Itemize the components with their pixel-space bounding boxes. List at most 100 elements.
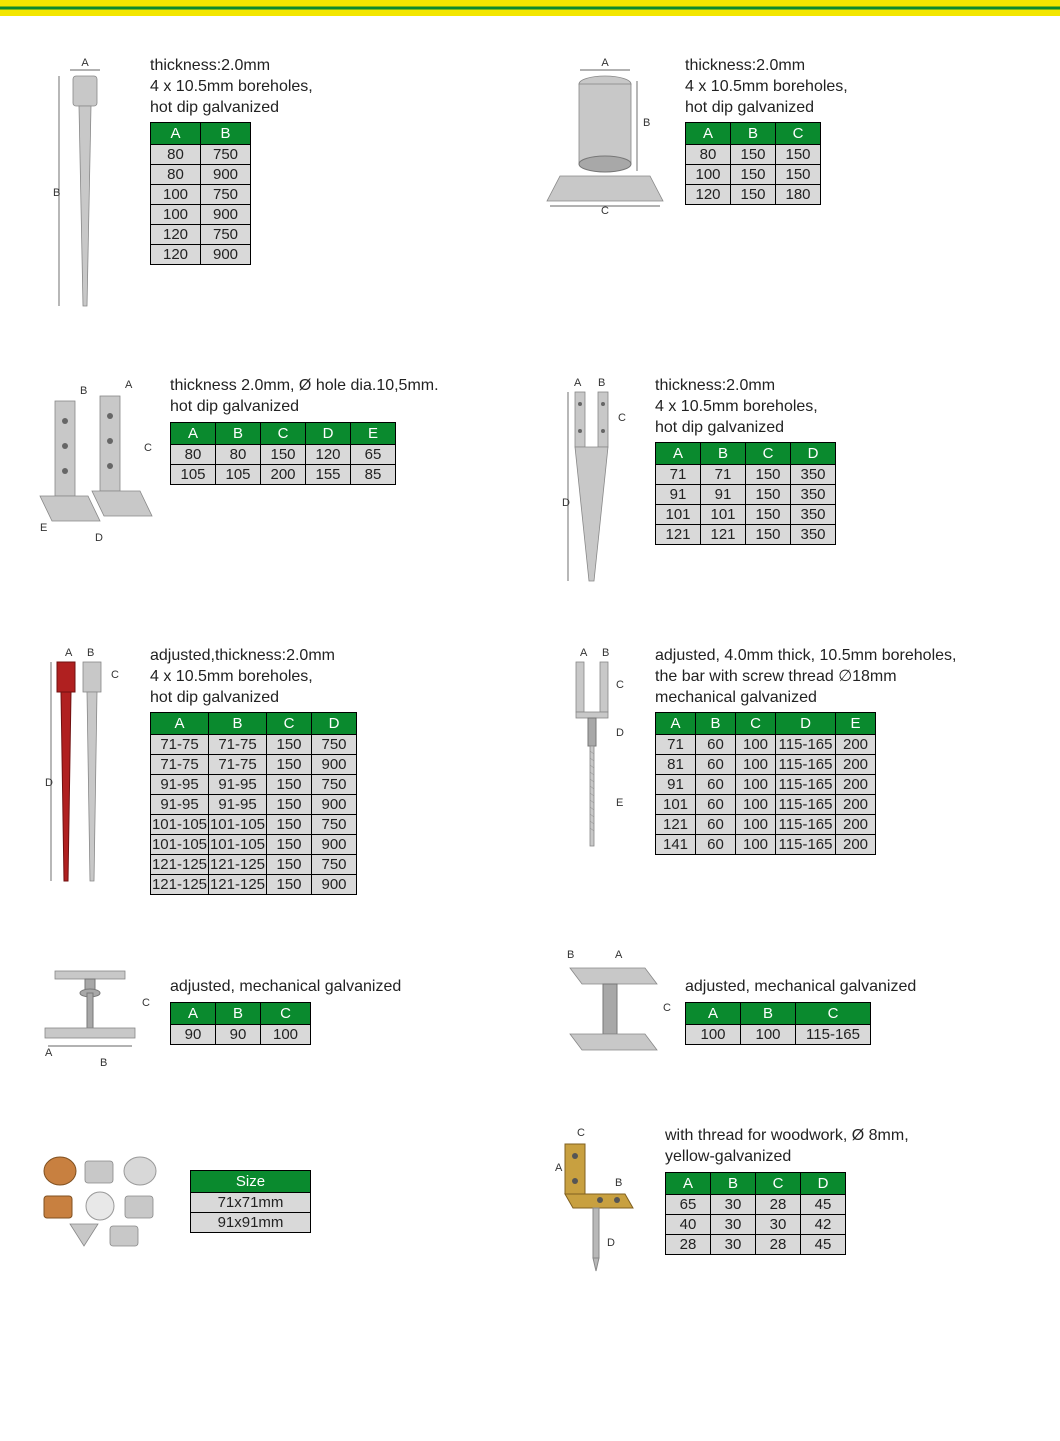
table-row: 65302845 — [666, 1194, 846, 1214]
product-diagram-adjust-plate-2: BA C — [545, 946, 675, 1076]
table-cell: 350 — [791, 485, 836, 505]
product-content: adjusted,thickness:2.0mm4 x 10.5mm boreh… — [150, 646, 515, 895]
table-header: A — [151, 713, 209, 735]
table-cell: 141 — [656, 835, 696, 855]
table-header: B — [216, 422, 261, 444]
table-header: A — [656, 713, 696, 735]
table-cell: 65 — [666, 1194, 711, 1214]
table-cell: 350 — [791, 465, 836, 485]
product-item: A B thickness:2.0mm4 x 10.5mm boreholes,… — [30, 56, 515, 326]
table-cell: 155 — [306, 464, 351, 484]
table-row: 808015012065 — [171, 444, 396, 464]
svg-text:D: D — [562, 497, 570, 509]
table-cell: 150 — [267, 835, 312, 855]
table-header: D — [776, 713, 836, 735]
table-cell: 80 — [151, 145, 201, 165]
table-cell: 900 — [201, 165, 251, 185]
table-row: 120900 — [151, 245, 251, 265]
table-cell: 101-105 — [209, 815, 267, 835]
svg-text:A: A — [81, 57, 89, 69]
svg-text:B: B — [100, 1057, 107, 1069]
table-cell: 900 — [201, 205, 251, 225]
table-header: A — [686, 123, 731, 145]
table-cell: 350 — [791, 525, 836, 545]
table-cell: 120 — [151, 245, 201, 265]
table-cell: 101 — [656, 505, 701, 525]
table-cell: 60 — [696, 795, 736, 815]
spec-table: ABCD717115035091911503501011011503501211… — [655, 442, 836, 545]
table-cell: 150 — [731, 145, 776, 165]
table-cell: 750 — [201, 185, 251, 205]
table-cell: 750 — [201, 145, 251, 165]
table-cell: 200 — [836, 735, 876, 755]
table-row: 91-9591-95150750 — [151, 775, 357, 795]
table-cell: 150 — [731, 185, 776, 205]
table-cell: 71-75 — [209, 755, 267, 775]
table-cell: 42 — [801, 1214, 846, 1234]
table-cell: 101 — [701, 505, 746, 525]
product-description: thickness:2.0mm4 x 10.5mm boreholes,hot … — [685, 56, 1030, 118]
table-cell: 91-95 — [151, 795, 209, 815]
table-cell: 71 — [656, 465, 701, 485]
product-diagram-angle-bracket: C A B D — [545, 1126, 655, 1276]
svg-text:B: B — [598, 377, 605, 389]
table-cell: 91 — [701, 485, 746, 505]
table-cell: 100 — [736, 775, 776, 795]
catalog-page: A B thickness:2.0mm4 x 10.5mm boreholes,… — [0, 16, 1060, 1366]
table-cell: 60 — [696, 815, 736, 835]
table-row: 28302845 — [666, 1234, 846, 1254]
table-cell: 150 — [776, 145, 821, 165]
table-cell: 200 — [836, 755, 876, 775]
table-cell: 91-95 — [209, 795, 267, 815]
product-description: with thread for woodwork, Ø 8mm,yellow-g… — [665, 1126, 1030, 1168]
product-item: AB C D adjusted,thickness:2.0mm4 x 10.5m… — [30, 646, 515, 896]
spec-table: ABCDE7160100115-1652008160100115-1652009… — [655, 712, 876, 855]
table-cell: 150 — [267, 855, 312, 875]
table-cell: 60 — [696, 775, 736, 795]
table-cell: 91 — [656, 775, 696, 795]
svg-text:B: B — [643, 117, 650, 129]
table-cell: 45 — [801, 1234, 846, 1254]
table-cell: 60 — [696, 755, 736, 775]
svg-text:C: C — [601, 205, 609, 216]
product-description: thickness:2.0mm4 x 10.5mm boreholes,hot … — [655, 376, 1030, 438]
product-row: AB C D adjusted,thickness:2.0mm4 x 10.5m… — [30, 646, 1030, 896]
spec-table: ABCDE80801501206510510520015585 — [170, 422, 396, 485]
table-cell: 200 — [836, 835, 876, 855]
product-item: A C E D B thickness 2.0mm, Ø hole dia.10… — [30, 376, 515, 596]
table-cell: 200 — [836, 795, 876, 815]
product-diagram-spike: A B — [30, 56, 140, 326]
table-row: 121-125121-125150750 — [151, 855, 357, 875]
table-header: A — [666, 1172, 711, 1194]
spec-table: AB8075080900100750100900120750120900 — [150, 122, 251, 265]
table-row: 91-9591-95150900 — [151, 795, 357, 815]
svg-text:D: D — [616, 727, 624, 739]
product-description: adjusted, mechanical galvanized — [685, 977, 1030, 998]
svg-text:A: A — [45, 1047, 53, 1059]
table-cell: 150 — [746, 505, 791, 525]
table-cell: 115-165 — [776, 775, 836, 795]
table-cell: 28 — [756, 1234, 801, 1254]
table-header: A — [171, 422, 216, 444]
table-cell: 121-125 — [151, 875, 209, 895]
table-row: 10160100115-165200 — [656, 795, 876, 815]
table-cell: 80 — [151, 165, 201, 185]
table-header: C — [261, 422, 306, 444]
table-header: B — [696, 713, 736, 735]
product-diagram-u-bracket: A C E D B — [30, 376, 160, 546]
table-cell: 30 — [711, 1194, 756, 1214]
table-row: 100750 — [151, 185, 251, 205]
table-header: C — [267, 713, 312, 735]
table-row: 9191150350 — [656, 485, 836, 505]
table-header: C — [261, 1002, 311, 1024]
table-cell: 150 — [776, 165, 821, 185]
table-cell: 900 — [312, 835, 357, 855]
product-item: C A B adjusted, mechanical galvanized AB… — [30, 951, 515, 1071]
table-header: B — [201, 123, 251, 145]
table-cell: 115-165 — [776, 815, 836, 835]
svg-text:B: B — [80, 385, 87, 397]
table-cell: 101-105 — [151, 815, 209, 835]
table-cell: 900 — [312, 755, 357, 775]
table-row: 100100115-165 — [686, 1024, 871, 1044]
table-cell: 200 — [261, 464, 306, 484]
